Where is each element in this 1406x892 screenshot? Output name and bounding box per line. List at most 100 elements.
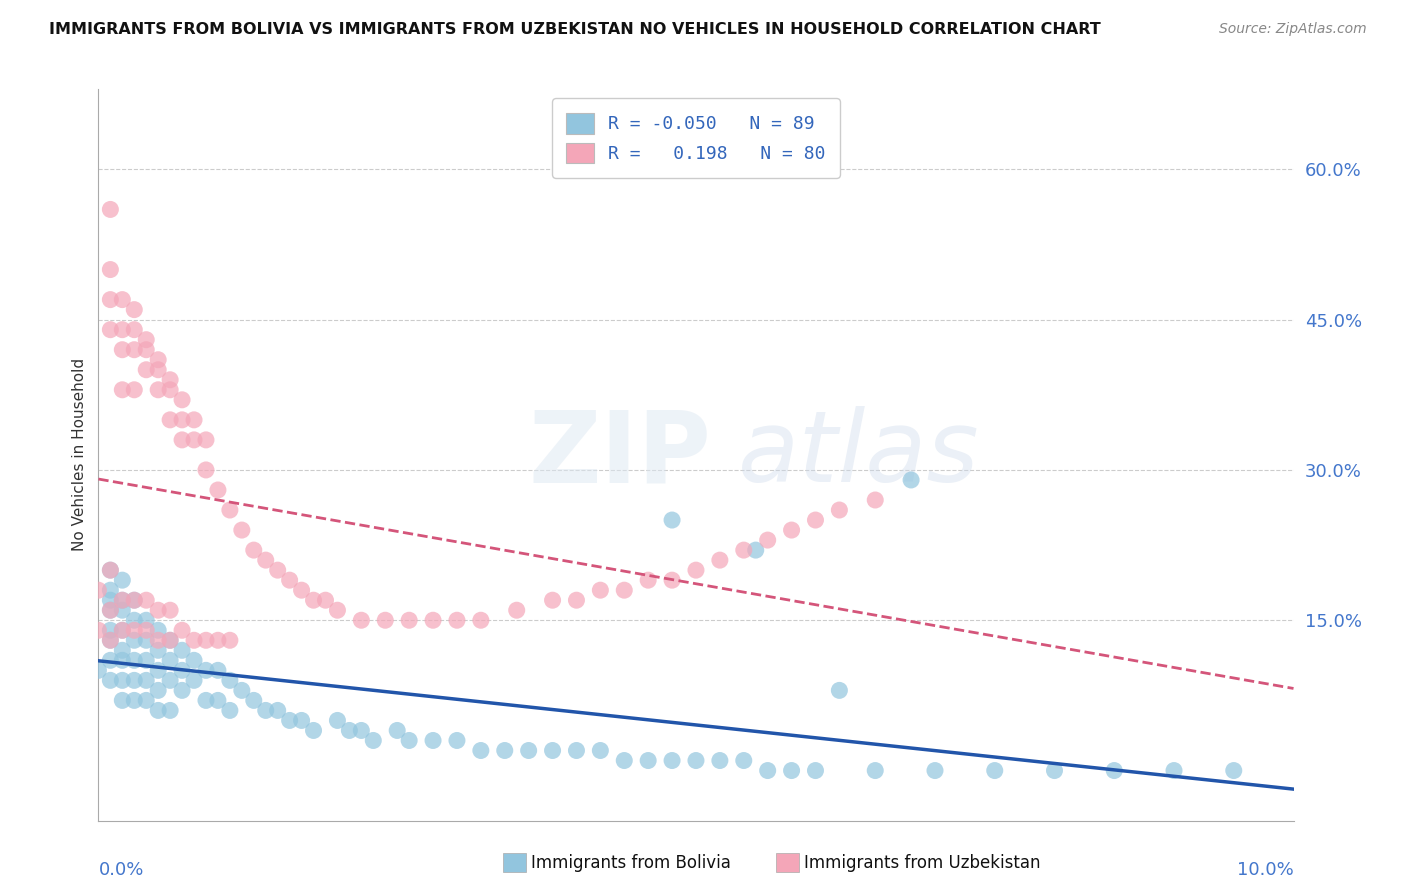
Point — [291, 583, 314, 598]
Point — [219, 503, 242, 517]
Text: IMMIGRANTS FROM BOLIVIA VS IMMIGRANTS FROM UZBEKISTAN NO VEHICLES IN HOUSEHOLD C: IMMIGRANTS FROM BOLIVIA VS IMMIGRANTS FR… — [49, 22, 1101, 37]
Point — [111, 383, 134, 397]
Point — [207, 483, 229, 497]
Point — [207, 664, 229, 678]
Point — [350, 723, 373, 738]
Point — [506, 603, 529, 617]
Point — [124, 613, 146, 627]
Point — [111, 673, 134, 688]
Point — [111, 593, 134, 607]
Point — [398, 613, 420, 627]
Point — [924, 764, 946, 778]
Point — [565, 743, 588, 757]
Y-axis label: No Vehicles in Household: No Vehicles in Household — [72, 359, 87, 551]
Point — [709, 754, 731, 768]
Point — [494, 743, 516, 757]
Point — [278, 714, 301, 728]
Point — [326, 603, 349, 617]
Point — [111, 593, 134, 607]
Point — [350, 613, 373, 627]
Point — [172, 392, 194, 407]
Point — [685, 563, 707, 577]
Point — [159, 373, 181, 387]
Point — [756, 533, 779, 547]
Point — [124, 302, 146, 317]
Point — [87, 664, 110, 678]
Point — [98, 603, 122, 617]
Point — [195, 693, 218, 707]
Point — [135, 343, 157, 357]
Point — [243, 543, 266, 558]
Point — [124, 624, 146, 638]
Point — [291, 714, 314, 728]
Point — [733, 754, 755, 768]
Point — [98, 262, 122, 277]
Point — [541, 743, 564, 757]
Point — [661, 513, 683, 527]
Point — [148, 643, 170, 657]
Point — [124, 693, 146, 707]
Point — [172, 433, 194, 447]
Point — [135, 613, 157, 627]
Point — [111, 573, 134, 587]
Point — [135, 333, 157, 347]
Point — [98, 563, 122, 577]
Point — [613, 754, 636, 768]
Point — [195, 664, 218, 678]
Point — [661, 573, 683, 587]
Point — [828, 503, 851, 517]
Point — [111, 624, 134, 638]
Point — [385, 723, 409, 738]
Point — [865, 764, 887, 778]
Point — [363, 733, 385, 747]
Point — [148, 352, 170, 367]
Point — [135, 633, 157, 648]
Point — [565, 593, 588, 607]
Point — [159, 413, 181, 427]
Text: 0.0%: 0.0% — [98, 861, 143, 879]
Point — [172, 624, 194, 638]
Point — [159, 633, 181, 648]
Point — [661, 754, 683, 768]
Point — [195, 633, 218, 648]
Point — [159, 653, 181, 667]
Point — [207, 693, 229, 707]
Point — [374, 613, 396, 627]
Point — [172, 413, 194, 427]
Point — [302, 593, 325, 607]
Point — [278, 573, 301, 587]
Point — [613, 583, 636, 598]
Point — [1223, 764, 1246, 778]
Point — [135, 593, 157, 607]
Point — [517, 743, 540, 757]
Point — [124, 593, 146, 607]
Point — [98, 653, 122, 667]
Point — [159, 603, 181, 617]
Point — [422, 613, 444, 627]
Point — [98, 603, 122, 617]
Point — [159, 633, 181, 648]
Point — [148, 703, 170, 717]
Point — [87, 624, 110, 638]
Point — [541, 593, 564, 607]
Point — [183, 633, 205, 648]
Point — [135, 624, 157, 638]
Point — [148, 633, 170, 648]
Point — [98, 593, 122, 607]
Point — [98, 563, 122, 577]
Point — [637, 754, 659, 768]
Point — [124, 593, 146, 607]
Point — [148, 363, 170, 377]
Point — [135, 363, 157, 377]
Point — [685, 754, 707, 768]
Point — [446, 613, 468, 627]
Point — [900, 473, 922, 487]
Point — [339, 723, 361, 738]
Point — [111, 624, 134, 638]
Point — [148, 624, 170, 638]
Point — [98, 673, 122, 688]
Point — [111, 693, 134, 707]
Point — [780, 764, 803, 778]
Point — [733, 543, 755, 558]
Point — [470, 743, 492, 757]
